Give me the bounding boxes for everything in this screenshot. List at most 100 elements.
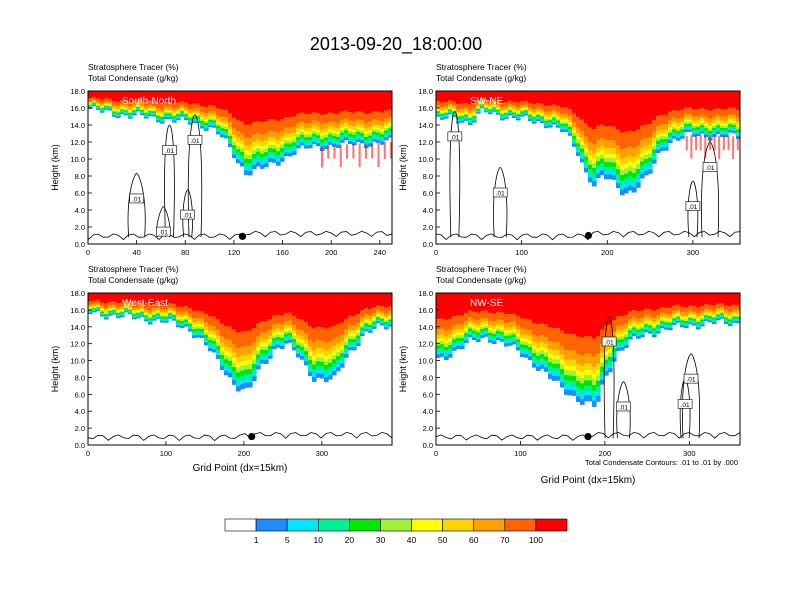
tracer-cell [472, 119, 477, 122]
tracer-cell [288, 150, 293, 154]
tracer-cell [316, 126, 321, 131]
tracer-cell [388, 109, 392, 118]
tracer-cell [692, 323, 697, 326]
tracer-cell [512, 112, 517, 115]
tracer-cell [508, 327, 513, 331]
tracer-cell [616, 347, 621, 351]
tracer-cell [568, 122, 573, 126]
tracer-cell [164, 113, 169, 116]
tracer-cell [520, 338, 525, 342]
tracer-cell [264, 353, 269, 358]
tracer-cell [624, 163, 629, 169]
tracer-cell [312, 133, 317, 137]
tracer-cell [292, 333, 297, 337]
tracer-cell [268, 342, 273, 347]
tracer-cell [636, 336, 641, 339]
tracer-cell [284, 321, 289, 327]
tracer-cell [164, 315, 169, 318]
tracer-cell [264, 121, 269, 134]
tracer-cell [100, 107, 105, 109]
tracer-cell [556, 124, 561, 126]
tracer-cell [160, 115, 165, 118]
tracer-cell [220, 91, 225, 110]
tracer-streak [327, 145, 330, 159]
tracer-cell [336, 136, 341, 141]
tracer-cell [352, 315, 357, 326]
tracer-cell [204, 335, 209, 339]
tracer-cell [556, 118, 561, 121]
tracer-cell [300, 142, 305, 146]
tracer-cell [352, 333, 357, 337]
y-tick-label: 12.0 [70, 138, 85, 147]
tracer-cell [300, 336, 305, 341]
tracer-cell [676, 304, 681, 310]
tracer-cell [148, 319, 153, 322]
tracer-cell [520, 334, 525, 339]
tracer-cell [492, 102, 497, 105]
tracer-cell [236, 145, 241, 150]
tracer-cell [480, 329, 485, 332]
tracer-cell [236, 119, 241, 132]
tracer-cell [384, 318, 389, 321]
tracer-cell [208, 339, 213, 344]
tracer-cell [268, 345, 273, 350]
tracer-cell [288, 133, 293, 138]
tracer-cell [216, 346, 221, 350]
tracer-cell [580, 158, 585, 163]
tracer-cell [460, 293, 465, 316]
tracer-cell [220, 347, 225, 352]
tracer-cell [136, 91, 141, 100]
tracer-cell [272, 141, 277, 146]
tracer-cell [672, 135, 677, 139]
tracer-cell [356, 343, 361, 347]
tracer-cell [216, 115, 221, 120]
panel-header-line1: Stratosphere Tracer (%) [88, 264, 179, 274]
tracer-cell [476, 327, 481, 331]
tracer-cell [352, 324, 357, 331]
tracer-cell [348, 339, 353, 343]
tracer-cell [208, 121, 213, 125]
tracer-cell [120, 312, 125, 314]
tracer-cell [660, 136, 665, 140]
tracer-cell [92, 311, 97, 313]
tracer-cell [144, 111, 149, 114]
tracer-cell [560, 378, 565, 383]
tracer-cell [212, 91, 217, 106]
tracer-cell [704, 116, 709, 122]
tracer-cell [176, 315, 181, 318]
tracer-cell [372, 126, 377, 130]
tracer-cell [732, 293, 737, 306]
tracer-cell [552, 109, 557, 113]
tracer-cell [276, 334, 281, 338]
tracer-cell [144, 308, 149, 312]
tracer-cell [624, 328, 629, 333]
tracer-cell [156, 313, 161, 316]
tracer-cell [692, 120, 697, 124]
tracer-cell [204, 106, 209, 114]
tracer-streak [713, 135, 716, 151]
tracer-cell [620, 91, 625, 133]
tracer-cell [372, 293, 377, 308]
tracer-cell [264, 360, 269, 364]
tracer-cell [720, 315, 725, 318]
tracer-cell [112, 313, 117, 315]
tracer-cell [628, 166, 633, 172]
tracer-cell [676, 309, 681, 313]
tracer-cell [588, 395, 593, 402]
tracer-cell [528, 119, 533, 122]
tracer-cell [288, 140, 293, 145]
tracer-cell [304, 333, 309, 341]
tracer-streak [383, 142, 386, 159]
tracer-cell [300, 129, 305, 133]
tracer-cell [280, 155, 285, 159]
plot-frame [87, 292, 393, 446]
tracer-cell [708, 311, 713, 314]
tracer-cell [704, 128, 709, 131]
tracer-cell [312, 125, 317, 129]
tracer-cell [140, 91, 145, 101]
tracer-cell [648, 91, 653, 125]
tracer-cell [260, 293, 265, 322]
tracer-cell [696, 122, 701, 126]
tracer-cell [516, 342, 521, 346]
tracer-cell [228, 293, 233, 327]
